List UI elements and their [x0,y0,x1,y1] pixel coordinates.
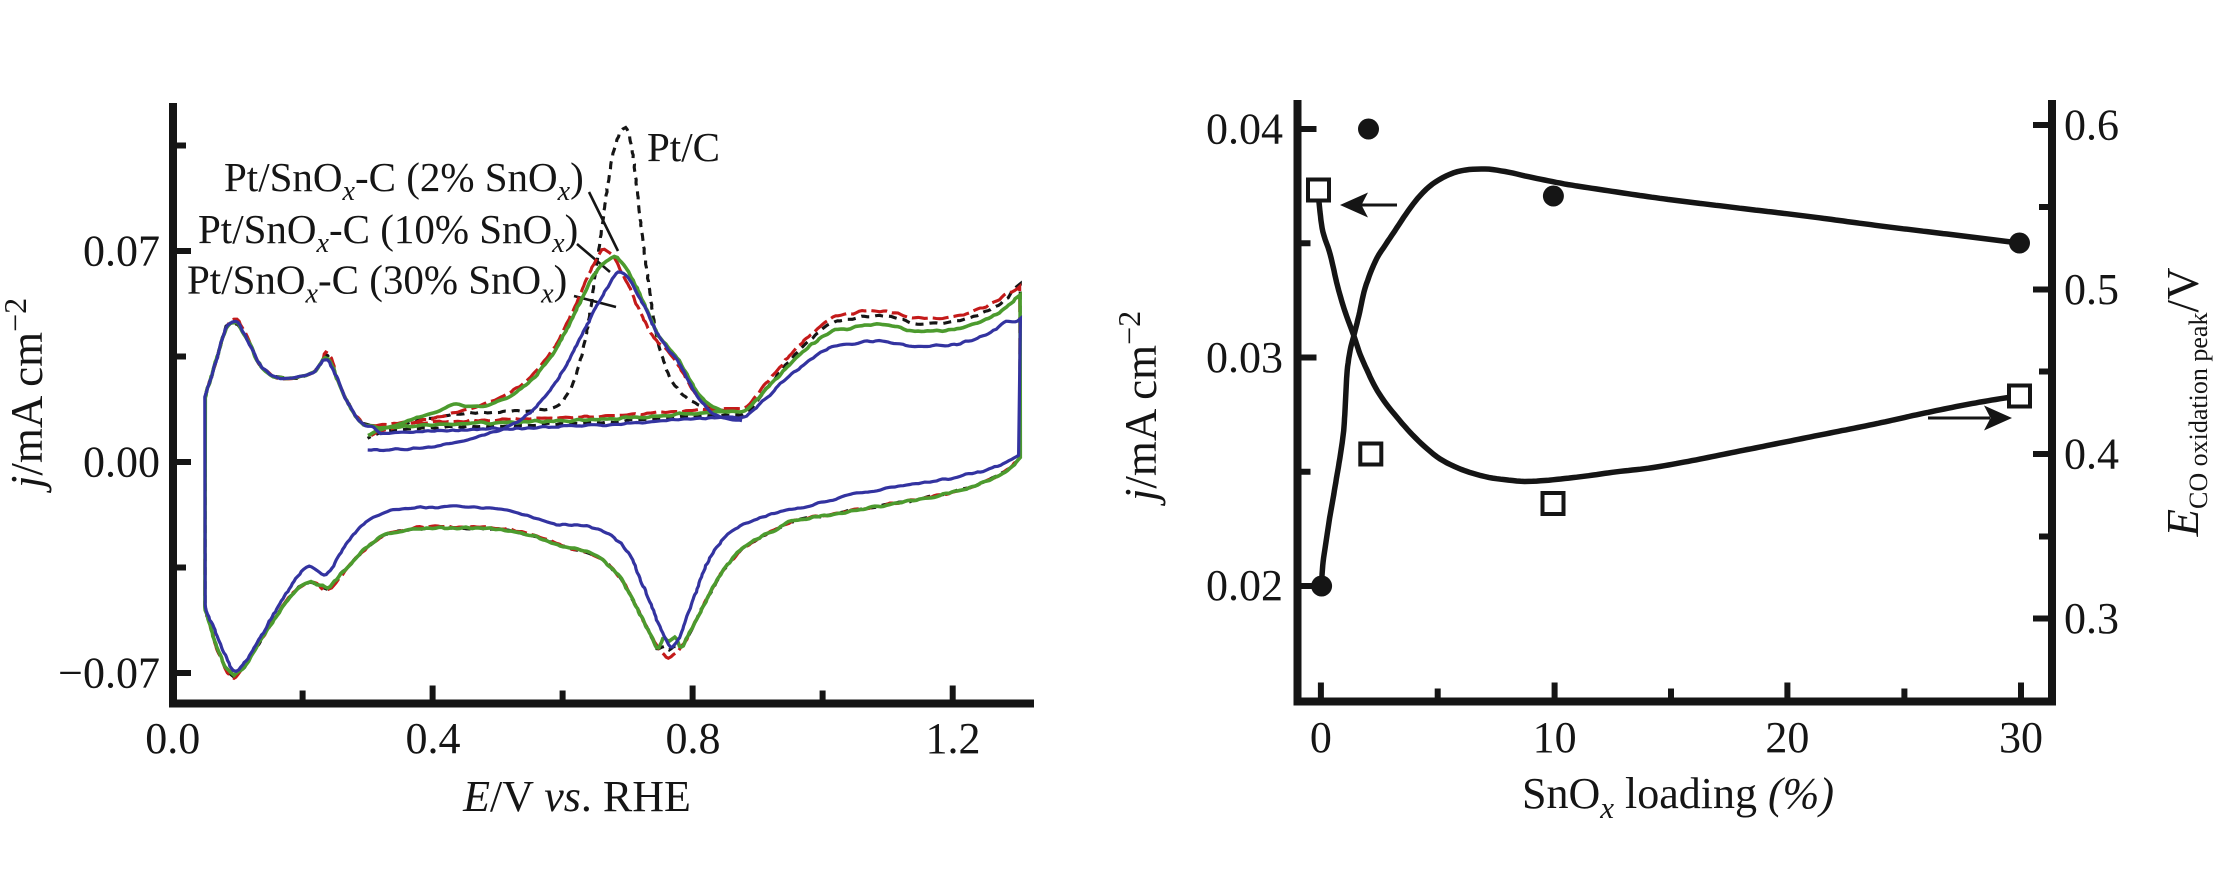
svg-text:Pt/SnOx-C (2% SnOx): Pt/SnOx-C (2% SnOx) [224,154,584,207]
svg-text:Pt/SnOx-C (10% SnOx): Pt/SnOx-C (10% SnOx) [198,206,578,259]
svg-text:Pt/C: Pt/C [647,124,720,170]
svg-text:0.6: 0.6 [2064,101,2119,150]
svg-text:0.00: 0.00 [83,438,160,487]
svg-text:10: 10 [1533,713,1577,762]
svg-text:1.2: 1.2 [926,714,981,763]
svg-text:−0.07: −0.07 [58,649,160,698]
svg-text:0.3: 0.3 [2064,594,2119,643]
svg-text:0.02: 0.02 [1206,561,1283,610]
svg-text:20: 20 [1765,713,1809,762]
svg-text:0.0: 0.0 [145,714,200,763]
svg-text:SnOx loading (%): SnOx loading (%) [1522,769,1834,825]
svg-text:E/V vs. RHE: E/V vs. RHE [462,772,691,821]
svg-text:0.03: 0.03 [1206,333,1283,382]
svg-text:30: 30 [1999,713,2043,762]
svg-text:0.4: 0.4 [406,714,461,763]
svg-text:0.5: 0.5 [2064,265,2119,314]
svg-text:Pt/SnOx-C (30% SnOx): Pt/SnOx-C (30% SnOx) [187,257,567,310]
svg-text:0.8: 0.8 [666,714,721,763]
svg-text:0.07: 0.07 [83,227,160,276]
svg-text:0: 0 [1310,713,1332,762]
svg-text:0.4: 0.4 [2064,430,2119,479]
svg-text:ECO oxidation peak/V: ECO oxidation peak/V [2158,268,2213,538]
svg-text:0.04: 0.04 [1206,105,1283,154]
